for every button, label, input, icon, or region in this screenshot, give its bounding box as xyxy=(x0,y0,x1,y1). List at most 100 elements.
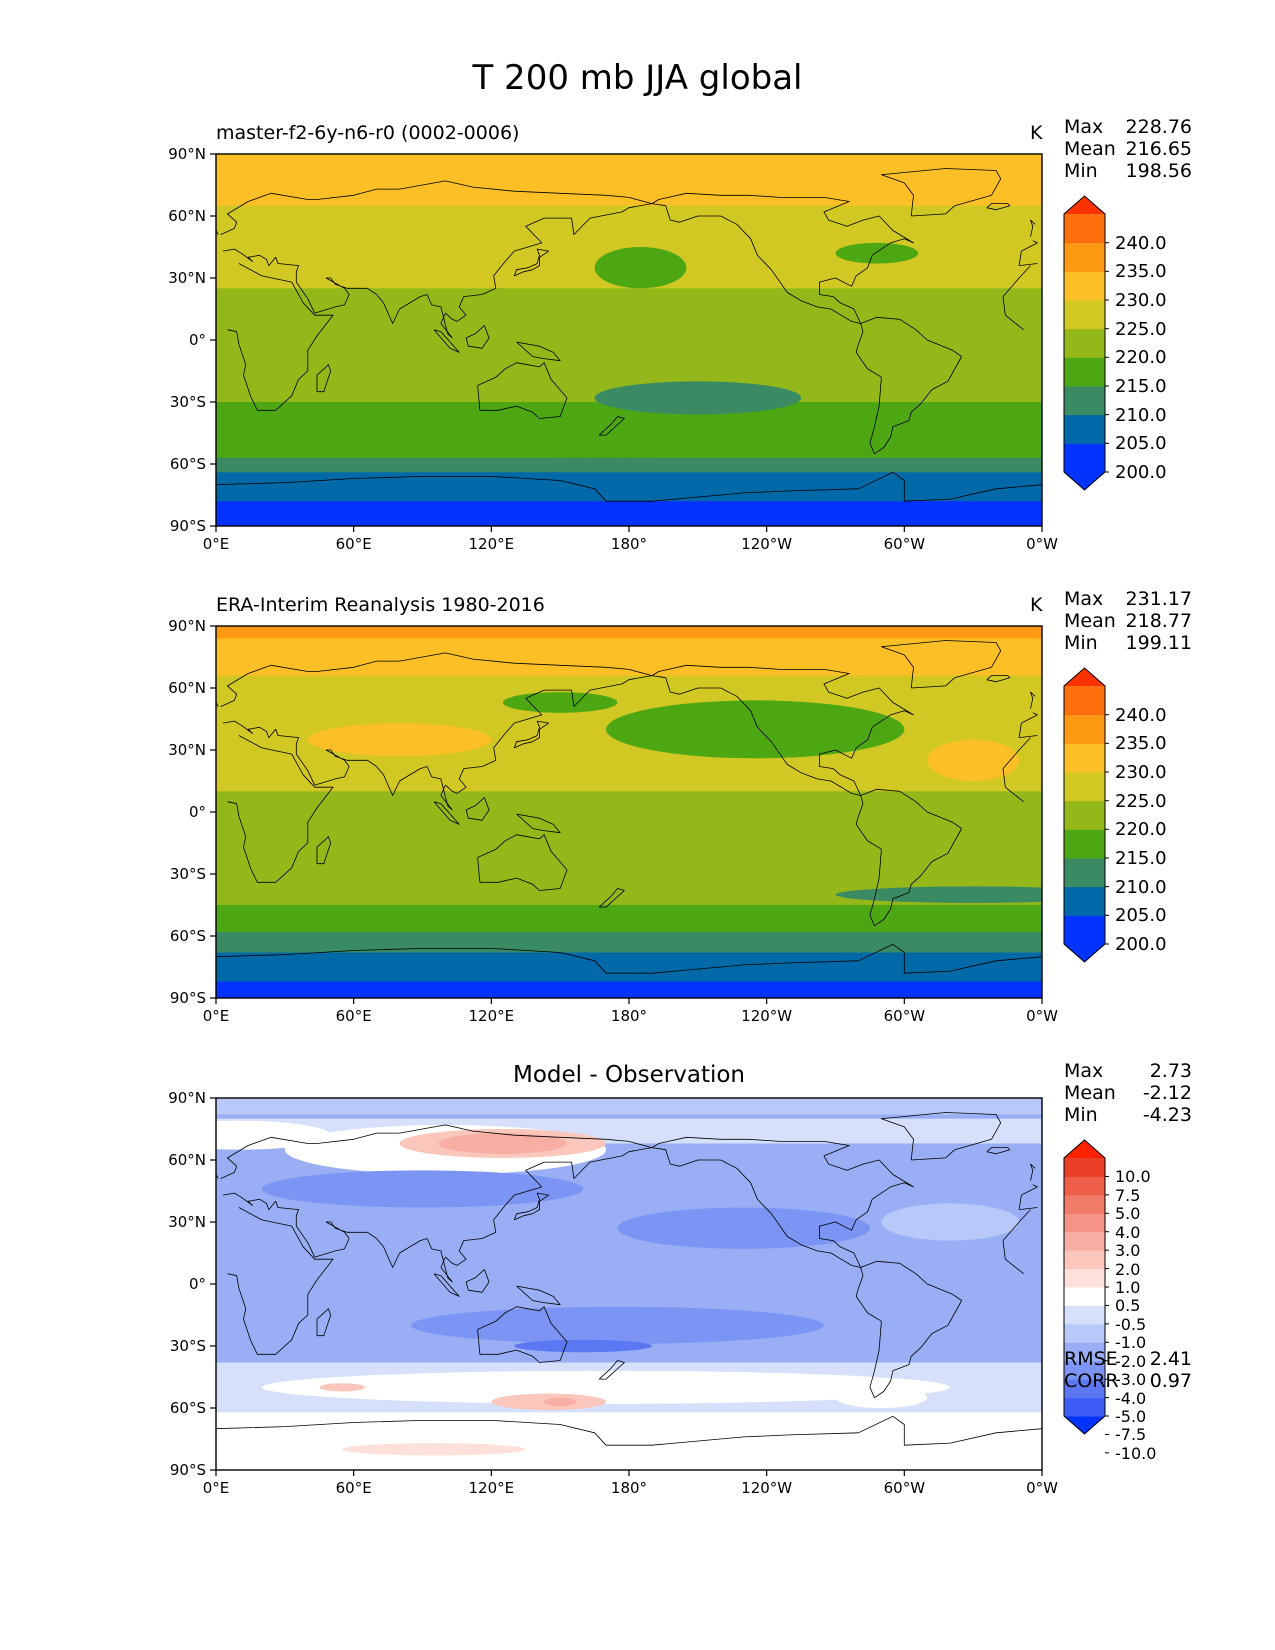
x-tick-label: 120°E xyxy=(468,1007,515,1025)
colorbar-label: 240.0 xyxy=(1115,704,1167,726)
colorbar-segment xyxy=(1064,1158,1105,1177)
coastline-borneo xyxy=(465,797,490,821)
coastline-uk xyxy=(1030,219,1036,237)
coastline-eurasia xyxy=(1019,1207,1038,1210)
x-tick-label: 180° xyxy=(610,1007,648,1025)
figure-title: T 200 mb JJA global xyxy=(472,58,803,98)
x-tick-label: 120°W xyxy=(741,1479,793,1497)
y-tick-label: 0° xyxy=(188,803,206,821)
stat-max-label: Max xyxy=(1064,588,1104,610)
colorbar-segment xyxy=(1064,1323,1105,1343)
x-tick-label: 120°E xyxy=(468,535,515,553)
colorbar-label: 215.0 xyxy=(1115,376,1167,397)
y-tick-label: 90°S xyxy=(169,517,206,535)
stats-box: Max 231.17 Mean 218.77 Min 199.11 xyxy=(1064,588,1192,654)
coastline-africa xyxy=(1002,1209,1031,1241)
colorbar-segment xyxy=(1064,743,1105,773)
colorbar-label: -2.0 xyxy=(1115,1351,1147,1371)
y-tick-label: 60°S xyxy=(169,1399,206,1417)
x-tick-label: 60°E xyxy=(335,1007,372,1025)
rmse-value: 2.41 xyxy=(1149,1348,1192,1370)
colorbar-segment xyxy=(1064,357,1105,387)
colorbar-label: 210.0 xyxy=(1115,404,1167,426)
colorbar-extend-max xyxy=(1064,668,1105,686)
coastlines xyxy=(216,168,1042,502)
coastline-eurasia xyxy=(1019,263,1038,266)
coastline-new-guinea xyxy=(516,341,561,362)
x-tick-label: 60°W xyxy=(883,535,926,553)
coastline-africa xyxy=(1002,265,1031,297)
colorbar-segment xyxy=(1064,858,1105,888)
coastline-africa xyxy=(227,263,334,411)
coastline-madagascar xyxy=(316,364,332,393)
colorbar-extend-max xyxy=(1064,1140,1105,1158)
panel-title: ERA-Interim Reanalysis 1980-2016 xyxy=(216,594,545,616)
coastline-south-america xyxy=(855,1260,963,1399)
contour-blob xyxy=(342,1443,526,1456)
x-tick-label: 120°W xyxy=(741,535,793,553)
colorbar-segment xyxy=(1064,1231,1105,1251)
colorbar-segment xyxy=(1064,271,1105,301)
coastline-antarctica xyxy=(216,943,1042,974)
y-tick-label: 60°N xyxy=(168,1151,206,1169)
contour-blob xyxy=(835,886,1042,903)
stat-min-value: 198.56 xyxy=(1125,160,1192,182)
colorbar-segment xyxy=(1064,242,1105,272)
x-tick-label: 60°W xyxy=(883,1479,926,1497)
coastline-eurasia xyxy=(1019,735,1038,738)
coastline-new-zealand xyxy=(598,416,625,436)
colorbar-segment xyxy=(1064,1342,1105,1362)
x-tick-label: 120°W xyxy=(741,1007,793,1025)
colorbar-label: 210.0 xyxy=(1115,876,1167,898)
colorbar-extend-min xyxy=(1064,944,1105,962)
coastline-new-zealand xyxy=(598,888,625,908)
coastline-sumatra xyxy=(433,329,460,353)
coastline-eurasia xyxy=(220,652,653,811)
y-tick-label: 30°S xyxy=(169,865,206,883)
colorbar-label: -3.0 xyxy=(1115,1370,1147,1390)
coastline-eurasia xyxy=(1018,1184,1038,1210)
stats-box: Max 228.76 Mean 216.65 Min 198.56 xyxy=(1064,116,1192,182)
units-label: K xyxy=(1030,122,1043,144)
x-tick-label: 60°E xyxy=(335,535,372,553)
contour-blob xyxy=(261,1370,951,1404)
contour-blob xyxy=(881,1203,1020,1241)
colorbar-label: 220.0 xyxy=(1115,819,1167,841)
coastline-iceland xyxy=(986,675,1011,683)
coastline-eurasia xyxy=(1018,712,1038,738)
coastline-japan xyxy=(513,1192,550,1221)
x-tick-label: 0°W xyxy=(1026,1007,1058,1025)
colorbar-segment xyxy=(1064,829,1105,859)
colorbar-label: 5.0 xyxy=(1115,1204,1141,1224)
stat-mean-label: Mean xyxy=(1064,138,1116,160)
coastline-new-guinea xyxy=(516,1285,561,1306)
colorbar-segment xyxy=(1064,1287,1105,1306)
contour-band xyxy=(216,402,1042,459)
coastline-africa xyxy=(1002,1240,1024,1275)
coastline-north-america xyxy=(651,1136,914,1268)
stat-mean-value: 216.65 xyxy=(1125,138,1192,160)
x-tick-label: 120°E xyxy=(468,1479,515,1497)
colorbar-segment xyxy=(1064,915,1105,945)
colorbar-segment xyxy=(1064,1250,1105,1270)
colorbar-segment xyxy=(1064,1213,1105,1233)
stat-mean-value: 218.77 xyxy=(1125,610,1192,632)
stat-mean-value: -2.12 xyxy=(1142,1082,1192,1104)
contour-blob xyxy=(261,1170,584,1208)
contour-blob xyxy=(307,723,492,757)
coastline-new-guinea xyxy=(516,813,561,834)
contour-band xyxy=(216,638,1042,677)
colorbar-label: 4.0 xyxy=(1115,1222,1141,1242)
colorbar-segment xyxy=(1064,714,1105,744)
contour-blob xyxy=(514,1339,652,1353)
colorbar-label: -4.0 xyxy=(1115,1388,1147,1408)
colorbar-label: -0.5 xyxy=(1115,1314,1147,1334)
colorbar xyxy=(1063,195,1109,491)
y-tick-label: 30°N xyxy=(168,741,206,759)
colorbar-segment xyxy=(1064,300,1105,330)
coastline-greenland xyxy=(881,640,1002,689)
contour-blob xyxy=(594,246,687,289)
y-tick-label: 90°N xyxy=(168,1089,206,1107)
contour-band xyxy=(216,981,1042,998)
x-tick-label: 0°E xyxy=(202,1007,230,1025)
